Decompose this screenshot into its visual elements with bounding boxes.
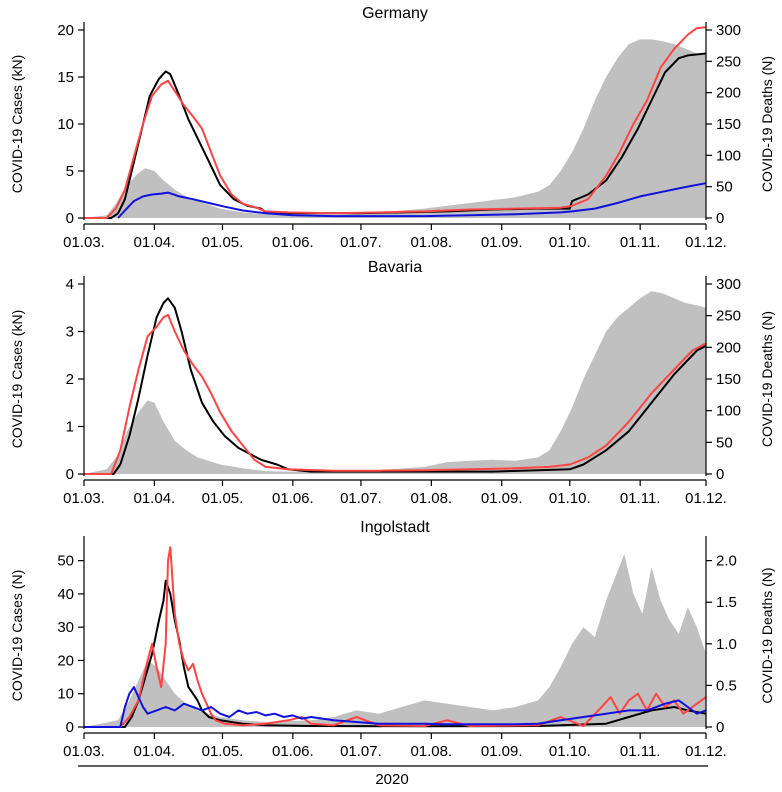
- y-left-tick-label: 3: [66, 324, 74, 341]
- y-left-tick-label: 10: [57, 686, 74, 703]
- x-tick-label: 01.08.: [410, 234, 452, 251]
- x-tick-label: 01.03.: [63, 490, 105, 507]
- y-left-tick-label: 0: [66, 719, 74, 736]
- line-blue: [117, 182, 707, 219]
- y-right-tick-label: 50: [716, 179, 733, 196]
- year-label: 2020: [375, 771, 408, 787]
- y-right-tick-label: 300: [716, 276, 741, 293]
- line-black: [84, 579, 707, 728]
- y-right-tick-label: 0.5: [716, 677, 737, 694]
- y-right-tick-label: 1.0: [716, 636, 737, 653]
- y-right-tick-label: 200: [716, 85, 741, 102]
- x-tick-label: 01.04.: [134, 490, 176, 507]
- y-left-tick-label: 30: [57, 619, 74, 636]
- x-tick-label: 01.10.: [549, 743, 591, 760]
- y-right-tick-label: 2.0: [716, 553, 737, 570]
- y-left-tick-label: 10: [57, 116, 74, 133]
- x-tick-label: 01.11.: [620, 234, 661, 251]
- y-right-tick-label: 250: [716, 53, 741, 70]
- x-tick-label: 01.08.: [410, 743, 452, 760]
- y-left-tick-label: 5: [66, 163, 74, 180]
- x-tick-label: 01.03.: [63, 743, 105, 760]
- y-right-tick-label: 0: [716, 210, 724, 227]
- chart-panel-bavaria: 0 1 2 3 4 0 50 100 150 200 250 300 01.03. 01.04. 01.05…: [9, 259, 775, 507]
- x-tick-label: 01.06.: [272, 490, 314, 507]
- x-tick-label: 01.11.: [620, 743, 661, 760]
- y-axis-label-right: COVID-19 Deaths (N): [759, 567, 775, 703]
- x-tick-label: 01.07.: [340, 490, 382, 507]
- y-left-tick-label: 20: [57, 22, 74, 39]
- chart-title: Ingolstadt: [360, 519, 430, 536]
- line-blue: [84, 686, 707, 728]
- chart-title: Germany: [362, 5, 428, 22]
- x-tick-label: 01.06.: [272, 234, 314, 251]
- y-right-tick-label: 100: [716, 147, 741, 164]
- y-right-tick-label: 250: [716, 308, 741, 325]
- x-tick-label: 01.05.: [202, 490, 244, 507]
- x-tick-label: 01.10.: [549, 234, 591, 251]
- bars-cases: [84, 291, 706, 474]
- x-tick-label: 01.11.: [620, 490, 661, 507]
- y-right-tick-label: 150: [716, 371, 741, 388]
- y-left-tick-label: 1: [66, 419, 74, 436]
- y-left-tick-label: 0: [66, 210, 74, 227]
- y-left-tick-label: 0: [66, 466, 74, 483]
- y-right-tick-label: 200: [716, 339, 741, 356]
- y-right-tick-label: 300: [716, 22, 741, 39]
- x-tick-label: 01.08.: [410, 490, 452, 507]
- x-tick-label: 01.06.: [272, 743, 314, 760]
- x-tick-label: 01.09.: [481, 743, 523, 760]
- chart-title: Bavaria: [368, 259, 422, 276]
- y-axis-label-left: COVID-19 Cases (kN): [9, 55, 25, 193]
- x-tick-label: 01.05.: [202, 743, 244, 760]
- y-axis-label-right: COVID-19 Deaths (N): [759, 311, 775, 447]
- y-right-tick-label: 100: [716, 403, 741, 420]
- x-tick-label: 01.07.: [340, 234, 382, 251]
- y-left-tick-label: 15: [57, 69, 74, 86]
- x-tick-label: 01.12.: [685, 234, 727, 251]
- line-red: [84, 26, 707, 219]
- y-axis-label-right: COVID-19 Deaths (N): [759, 56, 775, 192]
- x-tick-label: 01.09.: [481, 234, 523, 251]
- y-right-tick-label: 1.5: [716, 594, 737, 611]
- y-right-tick-label: 150: [716, 116, 741, 133]
- y-axis-label-left: COVID-19 Cases (N): [9, 570, 25, 701]
- x-tick-label: 01.05.: [202, 234, 244, 251]
- x-tick-label: 01.04.: [134, 743, 176, 760]
- y-left-tick-label: 4: [66, 276, 74, 293]
- y-left-tick-label: 40: [57, 586, 74, 603]
- x-tick-label: 01.03.: [63, 234, 105, 251]
- x-tick-label: 01.07.: [340, 743, 382, 760]
- y-axis-label-left: COVID-19 Cases (kN): [9, 310, 25, 448]
- bars-cases: [84, 39, 706, 219]
- y-right-tick-label: 50: [716, 434, 733, 451]
- chart-panel-ingolstadt: 0 10 20 30 40 50 0 0.5 1.0 1.5 2.0 01.03. 01.04. 01.0…: [9, 519, 775, 760]
- x-tick-label: 01.09.: [481, 490, 523, 507]
- line-red: [84, 546, 707, 728]
- y-right-tick-label: 0: [716, 719, 724, 736]
- y-left-tick-label: 20: [57, 652, 74, 669]
- line-red: [84, 313, 707, 475]
- y-left-tick-label: 2: [66, 371, 74, 388]
- x-tick-label: 01.12.: [685, 743, 727, 760]
- x-tick-label: 01.10.: [549, 490, 591, 507]
- y-left-tick-label: 50: [57, 553, 74, 570]
- x-tick-label: 01.12.: [685, 490, 727, 507]
- x-tick-label: 01.04.: [134, 234, 176, 251]
- y-right-tick-label: 0: [716, 466, 724, 483]
